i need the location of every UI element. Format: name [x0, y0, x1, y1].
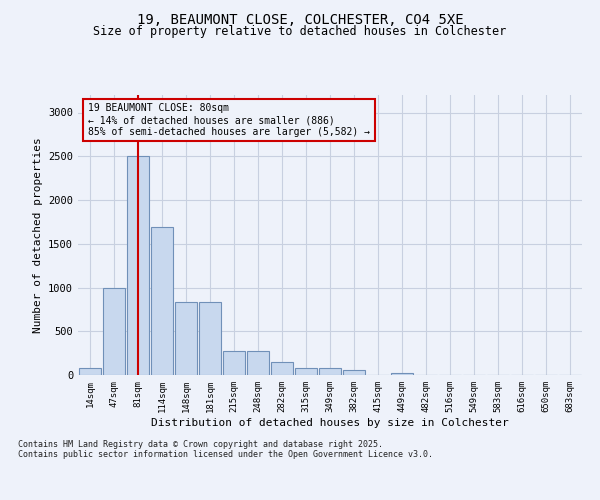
Bar: [343, 370, 365, 375]
Text: 19, BEAUMONT CLOSE, COLCHESTER, CO4 5XE: 19, BEAUMONT CLOSE, COLCHESTER, CO4 5XE: [137, 12, 463, 26]
Y-axis label: Number of detached properties: Number of detached properties: [32, 137, 43, 333]
Bar: [151, 227, 173, 375]
Bar: [295, 368, 317, 375]
Text: Contains HM Land Registry data © Crown copyright and database right 2025.
Contai: Contains HM Land Registry data © Crown c…: [18, 440, 433, 460]
Bar: [247, 352, 269, 375]
Bar: [223, 352, 245, 375]
X-axis label: Distribution of detached houses by size in Colchester: Distribution of detached houses by size …: [151, 418, 509, 428]
Bar: [79, 368, 101, 375]
Bar: [271, 362, 293, 375]
Bar: [127, 156, 149, 375]
Bar: [103, 288, 125, 375]
Bar: [175, 302, 197, 375]
Bar: [391, 373, 413, 375]
Text: Size of property relative to detached houses in Colchester: Size of property relative to detached ho…: [94, 25, 506, 38]
Bar: [199, 302, 221, 375]
Bar: [319, 368, 341, 375]
Text: 19 BEAUMONT CLOSE: 80sqm
← 14% of detached houses are smaller (886)
85% of semi-: 19 BEAUMONT CLOSE: 80sqm ← 14% of detach…: [88, 104, 370, 136]
